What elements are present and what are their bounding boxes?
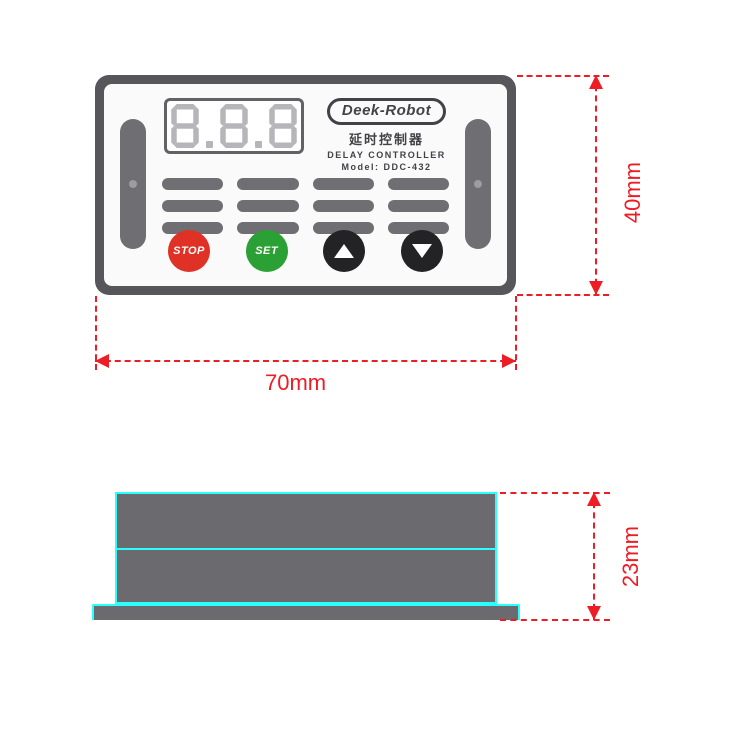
decimal-point-icon — [206, 141, 213, 148]
side-view — [92, 492, 520, 620]
grille-cell — [237, 200, 298, 212]
diagram-stage: Deek-Robot 延时控制器 DELAY CONTROLLER Model:… — [0, 0, 750, 750]
front-view: Deek-Robot 延时控制器 DELAY CONTROLLER Model:… — [95, 75, 516, 295]
front-panel-outer: Deek-Robot 延时控制器 DELAY CONTROLLER Model:… — [95, 75, 516, 295]
title-cjk: 延时控制器 — [316, 129, 457, 148]
dim-width-arrow-left-icon — [95, 354, 109, 368]
grille-row — [162, 178, 449, 190]
title-subtitle: DELAY CONTROLLER — [316, 150, 457, 160]
grille-cell — [162, 178, 223, 190]
speaker-grille — [162, 178, 449, 234]
set-button[interactable]: SET — [246, 230, 288, 272]
grille-cell — [313, 200, 374, 212]
mount-recess-left — [120, 119, 146, 249]
dim-width-label: 70mm — [265, 370, 326, 396]
set-button-label: SET — [255, 245, 278, 257]
seven-segment-display — [164, 98, 304, 154]
dim-depth-label: 23mm — [618, 526, 644, 587]
dim-height-line — [595, 75, 597, 295]
arrow-down-icon — [412, 244, 432, 258]
front-panel-face: Deek-Robot 延时控制器 DELAY CONTROLLER Model:… — [104, 84, 507, 286]
up-button[interactable] — [323, 230, 365, 272]
dim-width-arrow-right-icon — [502, 354, 516, 368]
dim-height-label: 40mm — [620, 162, 646, 223]
grille-cell — [237, 178, 298, 190]
stop-button[interactable]: STOP — [168, 230, 210, 272]
label-block: Deek-Robot 延时控制器 DELAY CONTROLLER Model:… — [316, 98, 457, 172]
decimal-point-icon — [255, 141, 262, 148]
mount-recess-right — [465, 119, 491, 249]
model-line: Model: DDC-432 — [316, 162, 457, 172]
grille-cell — [162, 200, 223, 212]
digit-8-icon — [170, 104, 200, 148]
grille-row — [162, 200, 449, 212]
digit-8-icon — [268, 104, 298, 148]
button-row: STOP SET — [168, 230, 443, 272]
dim-depth-arrow-top-icon — [587, 492, 601, 506]
dim-height-arrow-bottom-icon — [589, 281, 603, 295]
side-midline — [117, 548, 495, 550]
dim-depth-arrow-bottom-icon — [587, 606, 601, 620]
stop-button-label: STOP — [173, 245, 205, 257]
arrow-up-icon — [334, 244, 354, 258]
brand-badge: Deek-Robot — [327, 98, 446, 125]
dim-height-arrow-top-icon — [589, 75, 603, 89]
side-body — [115, 492, 497, 604]
down-button[interactable] — [401, 230, 443, 272]
dim-width-line — [95, 360, 516, 362]
grille-cell — [313, 178, 374, 190]
grille-cell — [388, 200, 449, 212]
dim-depth-line — [593, 492, 595, 620]
grille-cell — [388, 178, 449, 190]
digit-8-icon — [219, 104, 249, 148]
side-flange — [92, 604, 520, 620]
